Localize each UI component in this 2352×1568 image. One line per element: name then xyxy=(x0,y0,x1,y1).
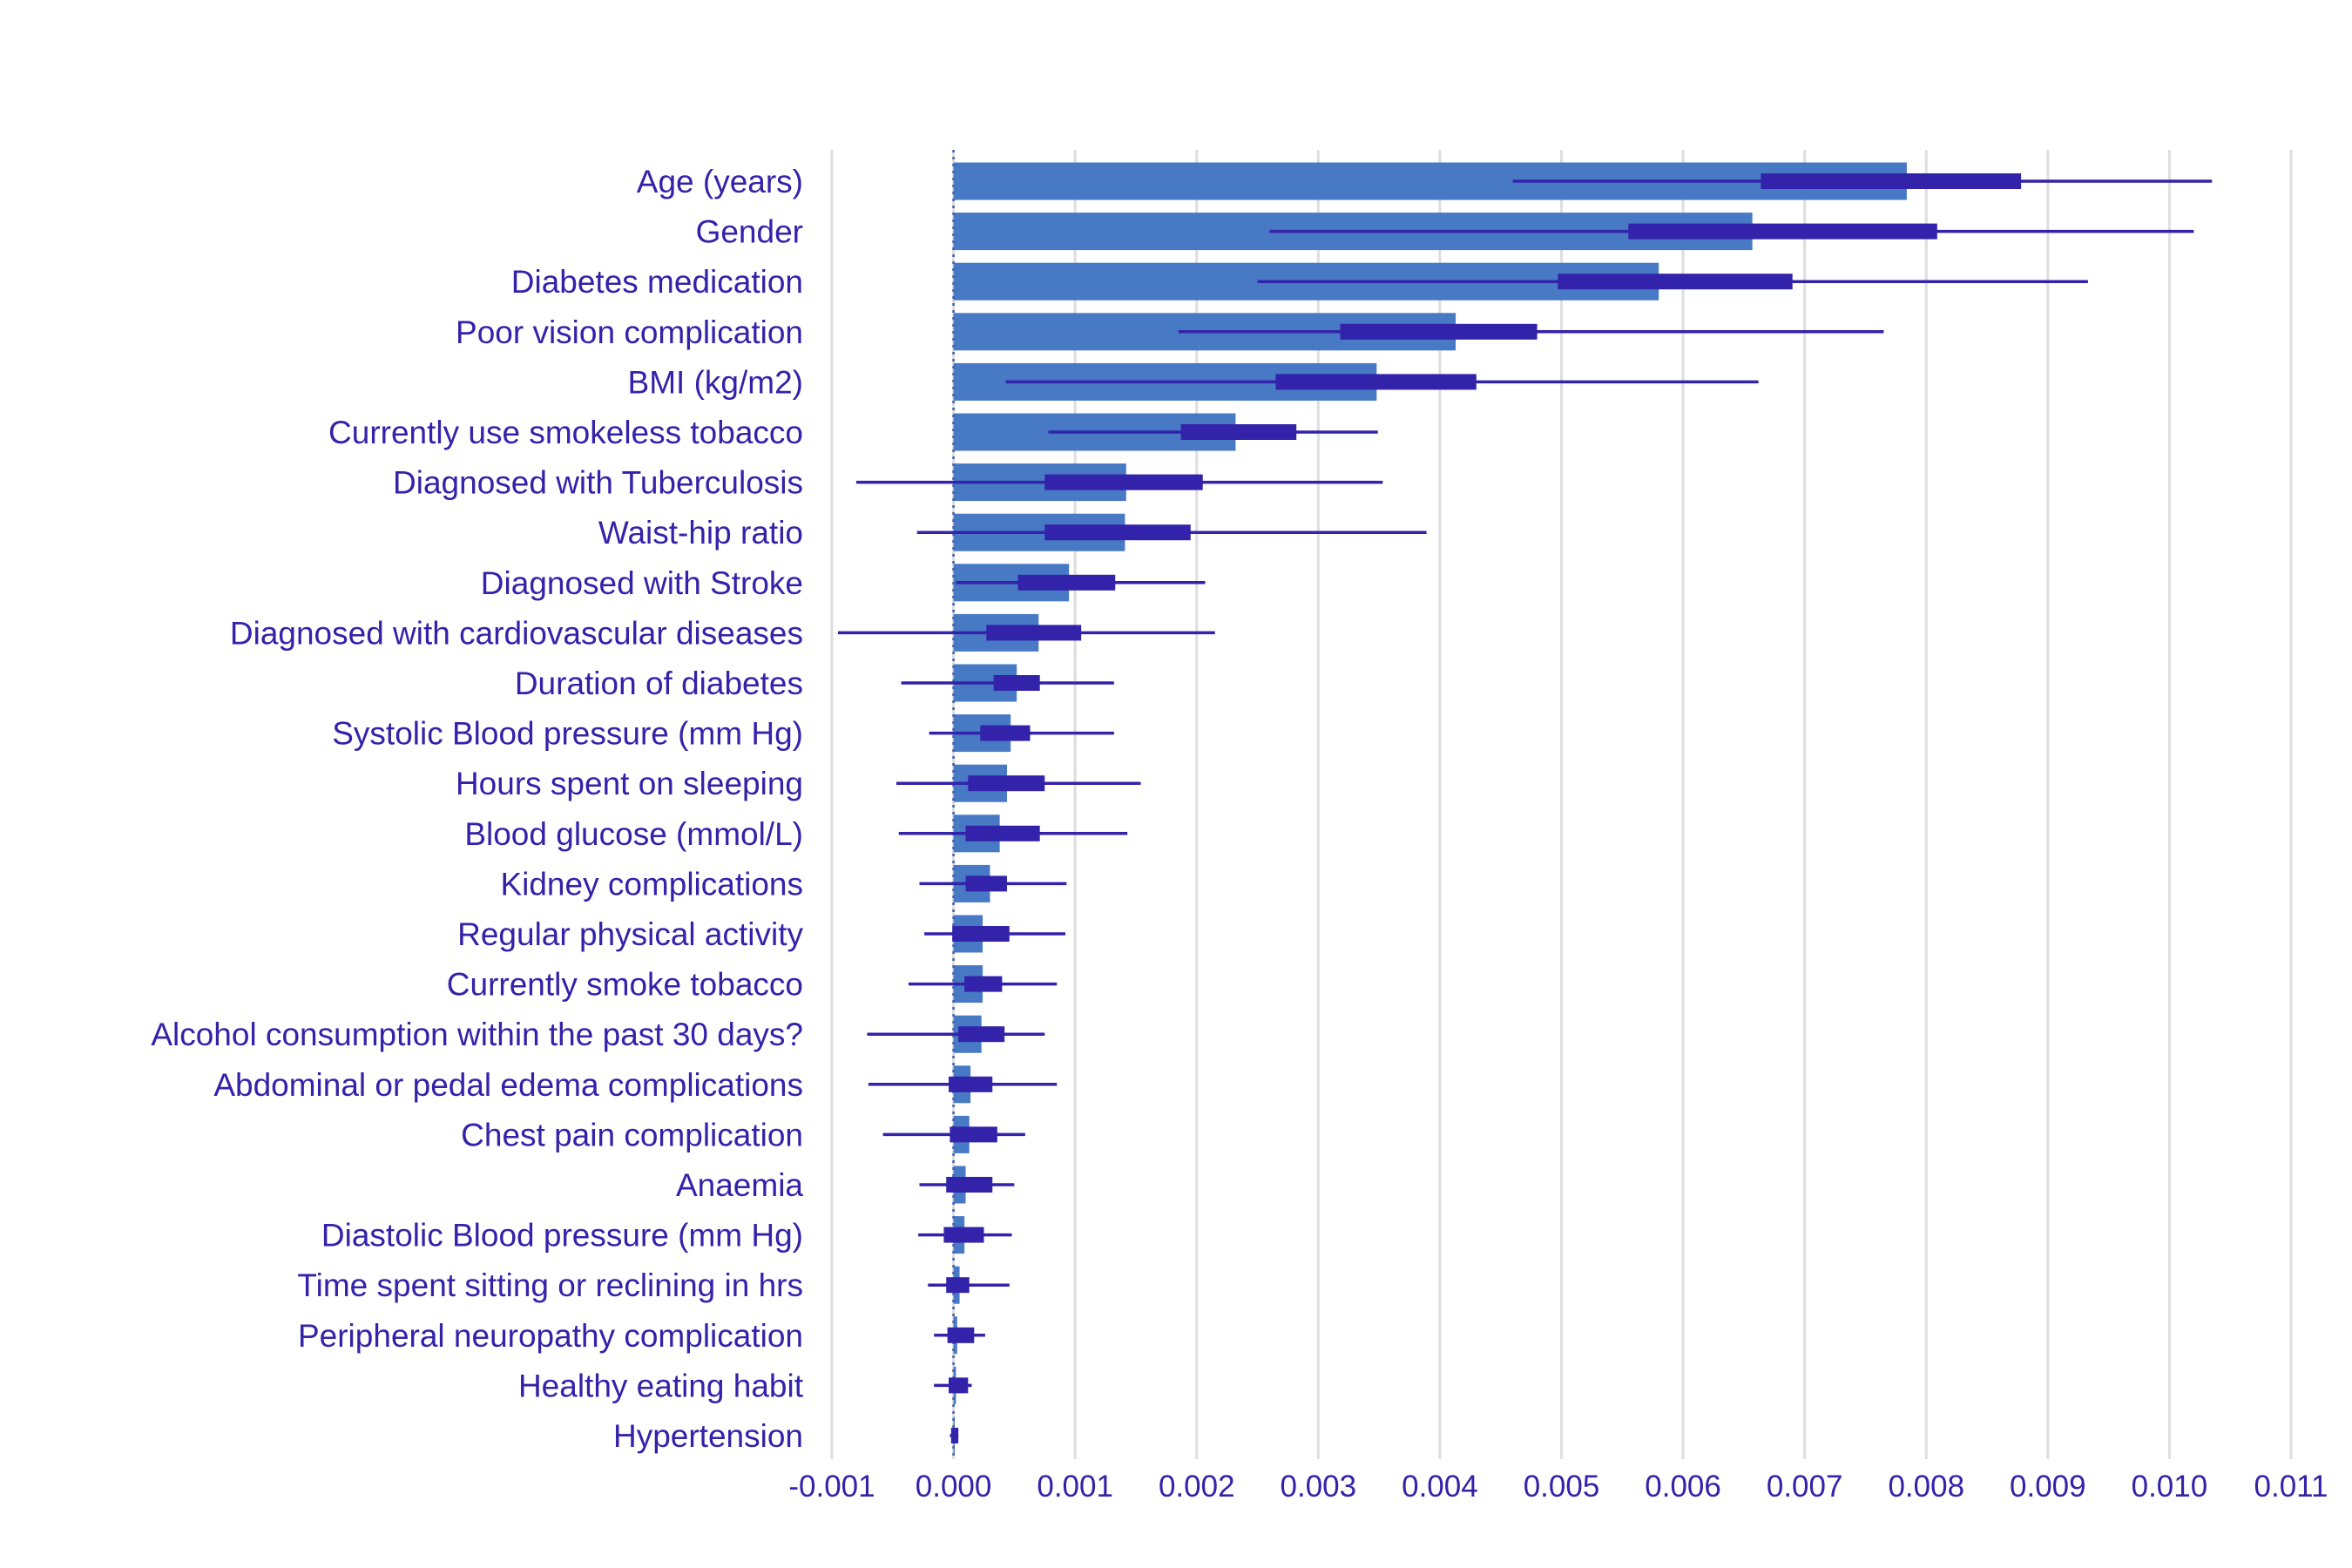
x-tick-label: 0.005 xyxy=(1524,1470,1600,1504)
category-label: Gender xyxy=(696,214,803,250)
interval-inner xyxy=(1044,524,1191,541)
interval-inner xyxy=(1558,274,1793,290)
x-tick-label: 0.002 xyxy=(1159,1470,1235,1504)
interval-inner xyxy=(950,1126,997,1143)
interval-inner xyxy=(1275,374,1477,390)
category-labels: Age (years) Gender Diabetes medication Poor… xyxy=(151,164,803,1454)
category-label: Diastolic Blood pressure (mm Hg) xyxy=(321,1218,803,1254)
x-tick-label: 0.000 xyxy=(916,1470,992,1504)
category-label: Diagnosed with Tuberculosis xyxy=(393,465,803,501)
x-axis-tick-labels: -0.001 0.000 0.001 0.002 0.003 0.004 0.005 0.00… xyxy=(788,1470,2328,1504)
category-label: Poor vision complication xyxy=(456,314,803,350)
interval-inner xyxy=(946,1277,970,1294)
interval-inner xyxy=(980,725,1031,741)
category-label: Currently smoke tobacco xyxy=(447,967,803,1003)
category-label: Time spent sitting or reclining in hrs xyxy=(297,1267,803,1303)
interval-inner xyxy=(946,1177,993,1193)
interval-inner xyxy=(949,1377,969,1394)
interval-inner xyxy=(943,1227,984,1243)
category-label: BMI (kg/m2) xyxy=(628,364,803,400)
category-label: Hours spent on sleeping xyxy=(456,766,803,801)
x-tick-label: 0.006 xyxy=(1645,1470,1721,1504)
interval-inner xyxy=(949,1076,993,1092)
interval-inner xyxy=(965,875,1007,892)
category-label: Age (years) xyxy=(637,164,803,199)
category-label: Chest pain complication xyxy=(461,1117,803,1152)
interval-inner xyxy=(950,1428,959,1443)
interval-inner xyxy=(958,1026,1005,1043)
interval-inner xyxy=(1017,574,1116,591)
interval-inner xyxy=(1340,323,1538,340)
interval-inner xyxy=(986,625,1082,641)
category-label: Peripheral neuropathy complication xyxy=(298,1318,803,1354)
x-tick-label: 0.003 xyxy=(1281,1470,1357,1504)
category-label: Waist-hip ratio xyxy=(598,515,803,551)
interval-inner xyxy=(952,926,1010,942)
interval-inner xyxy=(964,976,1003,992)
x-tick-label: 0.007 xyxy=(1767,1470,1843,1504)
category-label: Diagnosed with cardiovascular diseases xyxy=(230,615,803,651)
x-tick-label: 0.008 xyxy=(1888,1470,1964,1504)
category-label: Anaemia xyxy=(676,1167,803,1203)
x-tick-label: -0.001 xyxy=(788,1470,875,1504)
uncertainty-intervals xyxy=(837,173,2213,1443)
interval-inner xyxy=(947,1327,975,1343)
category-label: Healthy eating habit xyxy=(518,1368,804,1403)
interval-inner xyxy=(993,675,1040,691)
category-label: Kidney complications xyxy=(500,866,803,902)
category-label: Blood glucose (mmol/L) xyxy=(464,816,803,852)
category-label: Diagnosed with Stroke xyxy=(481,565,803,601)
category-label: Abdominal or pedal edema complications xyxy=(213,1067,803,1103)
x-tick-label: 0.010 xyxy=(2132,1470,2208,1504)
category-label: Diabetes medication xyxy=(511,264,803,300)
interval-inner xyxy=(968,775,1045,792)
x-tick-label: 0.004 xyxy=(1402,1470,1478,1504)
x-tick-label: 0.001 xyxy=(1037,1470,1113,1504)
bars xyxy=(953,162,1907,1455)
category-label: Duration of diabetes xyxy=(515,666,803,701)
x-tick-label: 0.011 xyxy=(2254,1470,2328,1504)
category-label: Regular physical activity xyxy=(457,916,803,952)
category-label: Currently use smokeless tobacco xyxy=(328,415,803,450)
x-tick-label: 0.009 xyxy=(2010,1470,2086,1504)
interval-inner xyxy=(965,825,1040,841)
interval-inner xyxy=(1761,173,2022,189)
interval-inner xyxy=(1180,424,1297,440)
category-label: Hypertension xyxy=(613,1418,803,1454)
interval-inner xyxy=(1628,223,1937,240)
category-label: Systolic Blood pressure (mm Hg) xyxy=(332,716,803,752)
category-label: Alcohol consumption within the past 30 d… xyxy=(151,1017,803,1052)
interval-inner xyxy=(1044,474,1203,490)
